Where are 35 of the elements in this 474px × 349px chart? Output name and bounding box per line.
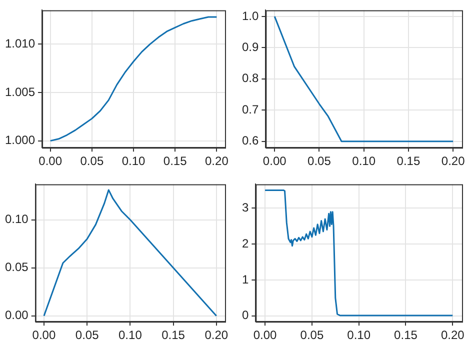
y-tick-label: 0.00	[4, 308, 29, 322]
x-tick-label: 0.10	[347, 328, 371, 342]
x-tick-label: 0.00	[253, 328, 278, 342]
x-tick-label: 0.05	[75, 328, 100, 342]
x-tick-label: 0.05	[80, 154, 104, 168]
x-tick-label: 0.20	[205, 154, 229, 168]
y-tick-label: 0.7	[242, 102, 259, 116]
x-tick-label: 0.15	[162, 328, 186, 342]
x-tick-label: 0.00	[262, 154, 287, 168]
y-tick-label: 1.010	[5, 36, 36, 50]
y-tick-label: 3	[242, 200, 249, 215]
y-tick-label: 1	[242, 272, 249, 286]
x-tick-label: 0.00	[38, 154, 62, 168]
x-tick-label: 0.15	[163, 154, 188, 168]
x-tick-label: 0.20	[440, 328, 465, 342]
x-tick-label: 0.10	[118, 328, 142, 342]
y-tick-label: 0.10	[4, 212, 29, 226]
x-tick-label: 0.10	[352, 154, 376, 168]
y-tick-label: 1.005	[5, 84, 36, 99]
x-tick-label: 0.05	[300, 328, 324, 342]
y-tick-label: 0.9	[242, 40, 259, 54]
y-tick-label: 0.8	[242, 71, 259, 86]
x-tick-label: 0.20	[441, 154, 466, 168]
x-tick-label: 0.15	[394, 328, 418, 342]
x-tick-label: 0.20	[204, 328, 228, 342]
y-tick-label: 0.6	[242, 134, 259, 148]
x-tick-label: 0.15	[396, 154, 420, 168]
x-tick-label: 0.00	[32, 328, 56, 342]
y-tick-label: 1.000	[5, 133, 36, 148]
y-tick-label: 0	[242, 308, 249, 322]
x-tick-label: 0.05	[308, 154, 332, 168]
y-tick-label: 1.0	[242, 8, 259, 23]
y-tick-label: 0.05	[4, 260, 29, 274]
x-tick-label: 0.10	[122, 154, 146, 168]
y-tick-label: 2	[242, 236, 249, 250]
